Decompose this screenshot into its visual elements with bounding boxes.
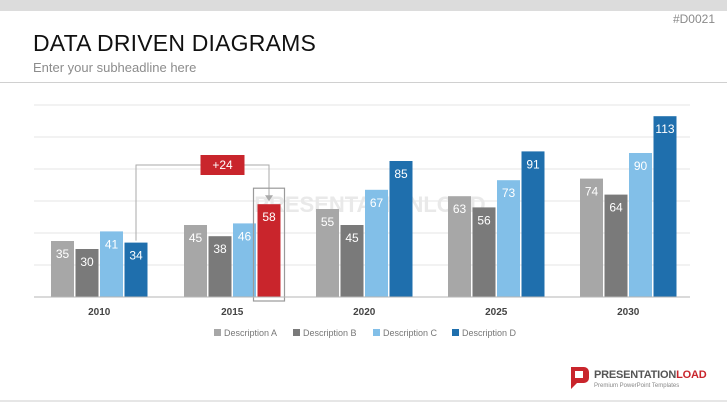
bar[interactable] bbox=[233, 223, 256, 297]
bar[interactable] bbox=[208, 236, 232, 297]
annotation-arrow-icon bbox=[265, 195, 273, 202]
bar[interactable] bbox=[100, 231, 123, 297]
data-label: 63 bbox=[453, 202, 467, 216]
data-label: 45 bbox=[345, 231, 359, 245]
logo-tagline: Premium PowerPoint Templates bbox=[594, 383, 680, 389]
bar[interactable] bbox=[184, 225, 207, 297]
bar[interactable] bbox=[580, 178, 603, 297]
annotation-label: +24 bbox=[212, 158, 233, 172]
data-label: 35 bbox=[56, 247, 70, 261]
legend-swatch bbox=[373, 329, 380, 336]
x-tick-label: 2030 bbox=[617, 307, 640, 318]
data-label: 64 bbox=[609, 201, 623, 215]
bar[interactable] bbox=[653, 116, 677, 297]
legend-swatch bbox=[214, 329, 221, 336]
data-label: 85 bbox=[394, 167, 408, 181]
legend-swatch bbox=[293, 329, 300, 336]
x-tick-label: 2025 bbox=[485, 307, 508, 318]
data-label: 74 bbox=[585, 185, 599, 199]
bar[interactable] bbox=[629, 153, 652, 297]
footer-line bbox=[0, 400, 727, 402]
data-label: 113 bbox=[655, 122, 674, 136]
data-label: 73 bbox=[502, 186, 516, 200]
data-label: 91 bbox=[526, 157, 540, 171]
x-tick-label: 2010 bbox=[88, 307, 111, 318]
data-label: 34 bbox=[129, 249, 143, 263]
data-label: 30 bbox=[80, 255, 94, 269]
data-label: 38 bbox=[213, 242, 227, 256]
data-label: 46 bbox=[238, 229, 252, 243]
bar[interactable] bbox=[124, 242, 148, 297]
header-divider bbox=[0, 82, 727, 83]
bar[interactable] bbox=[340, 225, 364, 297]
slide-id: #D0021 bbox=[672, 12, 715, 26]
highlight-frame bbox=[252, 187, 286, 302]
data-label: 90 bbox=[634, 159, 648, 173]
data-label: 67 bbox=[370, 196, 384, 210]
data-label: 55 bbox=[321, 215, 335, 229]
x-tick-label: 2020 bbox=[353, 307, 376, 318]
bar[interactable] bbox=[257, 204, 281, 297]
bar[interactable] bbox=[365, 189, 388, 297]
annotation-badge bbox=[200, 155, 245, 175]
logo-mark-icon bbox=[571, 367, 589, 389]
presentationload-logo: PRESENTATIONLOAD Premium PowerPoint Temp… bbox=[568, 365, 720, 395]
page-subtitle[interactable]: Enter your subheadline here bbox=[33, 60, 197, 75]
data-label: 56 bbox=[477, 213, 491, 227]
legend-label: Description D bbox=[462, 328, 517, 338]
bar[interactable] bbox=[604, 194, 628, 297]
data-label: 58 bbox=[262, 210, 276, 224]
legend-label: Description C bbox=[383, 328, 438, 338]
bar[interactable] bbox=[497, 180, 520, 297]
bar[interactable] bbox=[448, 196, 471, 297]
legend-label: Description A bbox=[224, 328, 277, 338]
logo-wordmark: PRESENTATIONLOAD bbox=[594, 369, 707, 381]
bar[interactable] bbox=[316, 209, 339, 297]
bar[interactable] bbox=[472, 207, 496, 297]
data-label: 41 bbox=[105, 237, 119, 251]
data-label: 45 bbox=[189, 231, 203, 245]
legend-label: Description B bbox=[303, 328, 357, 338]
legend-swatch bbox=[452, 329, 459, 336]
bar[interactable] bbox=[389, 161, 413, 297]
x-tick-label: 2015 bbox=[221, 307, 244, 318]
bar[interactable] bbox=[51, 241, 74, 297]
bar[interactable] bbox=[75, 249, 99, 297]
page-title[interactable]: DATA DRIVEN DIAGRAMS bbox=[33, 30, 317, 56]
top-bar bbox=[0, 0, 727, 11]
bar[interactable] bbox=[521, 151, 545, 297]
